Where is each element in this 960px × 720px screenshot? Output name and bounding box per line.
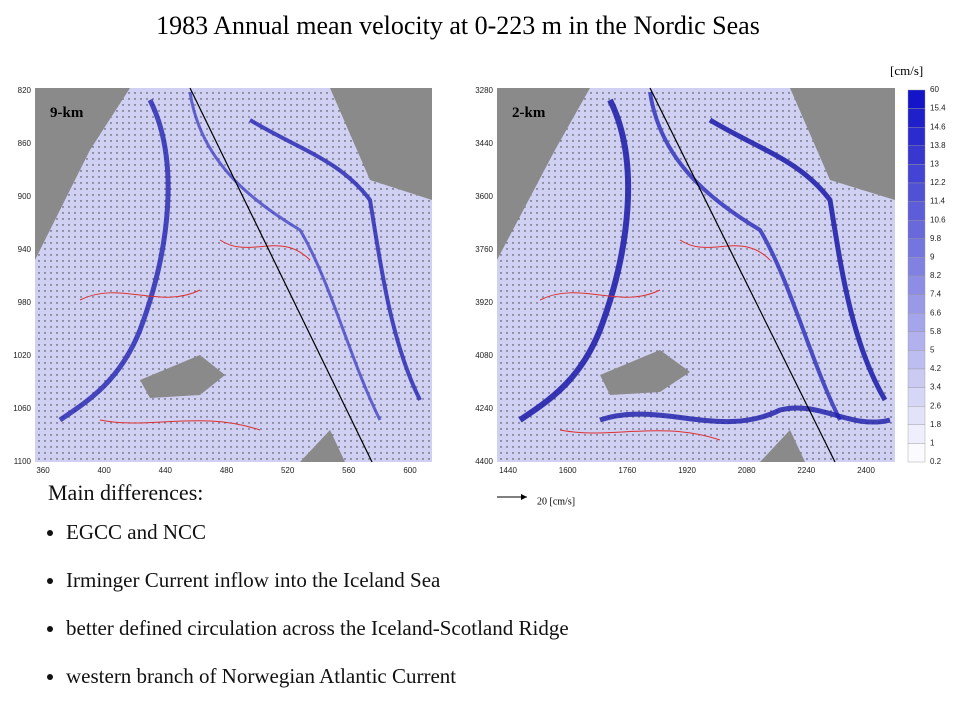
colorbar-label: 13.8	[930, 141, 946, 150]
colorbar-label: 5	[930, 346, 935, 355]
x-tick-label: 2400	[857, 466, 875, 475]
colorbar-swatch	[907, 89, 926, 109]
colorbar-label: 8.2	[930, 271, 942, 280]
colorbar-label: 5.8	[930, 327, 942, 336]
colorbar-label: 12.2	[930, 178, 946, 187]
panel-label: 9-km	[50, 105, 84, 121]
colorbar-swatch	[907, 275, 926, 295]
colorbar-swatch	[907, 424, 926, 444]
x-tick-label: 1440	[499, 466, 517, 475]
y-tick-label: 3280	[475, 86, 493, 95]
notes: Main differences: EGCC and NCC Irminger C…	[48, 480, 569, 711]
colorbar-label: 15.4	[930, 104, 946, 113]
y-tick-label: 1100	[14, 457, 32, 466]
colorbar-label: 14.6	[930, 122, 946, 131]
y-tick-label: 4080	[475, 351, 493, 360]
colorbar-swatch	[907, 406, 926, 426]
colorbar-swatch	[907, 331, 926, 351]
colorbar-label: 9.8	[930, 234, 942, 243]
x-tick-label: 520	[281, 466, 295, 475]
panel-label: 2-km	[512, 105, 546, 121]
colorbar-label: 4.2	[930, 364, 942, 373]
colorbar-label: 10.6	[930, 215, 946, 224]
colorbar-swatch	[907, 313, 926, 333]
colorbar-label: 0.2	[930, 457, 942, 466]
colorbar-label: 1.8	[930, 420, 942, 429]
title: 1983 Annual mean velocity at 0-223 m in …	[156, 11, 760, 40]
x-tick-label: 360	[36, 466, 50, 475]
y-tick-label: 980	[18, 298, 32, 307]
colorbar-label: 1	[930, 439, 935, 448]
y-tick-label: 900	[18, 192, 32, 201]
bullet-item: western branch of Norwegian Atlantic Cur…	[66, 663, 569, 689]
y-tick-label: 940	[18, 245, 32, 254]
colorbar-label: 11.4	[930, 197, 946, 206]
colorbar-swatch	[907, 108, 926, 128]
colorbar-label: 13	[930, 160, 939, 169]
reference-arrow-head	[521, 494, 527, 500]
colorbar-swatch	[907, 238, 926, 258]
colorbar-swatch	[907, 387, 926, 407]
y-tick-label: 4400	[475, 457, 493, 466]
x-tick-label: 480	[220, 466, 234, 475]
x-tick-label: 440	[159, 466, 173, 475]
y-tick-label: 3600	[475, 192, 493, 201]
bullet-item: Irminger Current inflow into the Iceland…	[66, 567, 569, 593]
y-tick-label: 3920	[475, 298, 493, 307]
x-tick-label: 2240	[797, 466, 815, 475]
x-tick-label: 400	[97, 466, 111, 475]
notes-heading: Main differences:	[48, 480, 204, 505]
colorbar-swatch	[907, 145, 926, 165]
x-tick-label: 2080	[738, 466, 756, 475]
y-tick-label: 1060	[13, 404, 31, 413]
colorbar-swatch	[907, 182, 926, 202]
colorbar-label: 2.6	[930, 401, 942, 410]
colorbar-swatch	[907, 164, 926, 184]
colorbar-swatch	[907, 201, 926, 221]
bullet-item: better defined circulation across the Ic…	[66, 615, 569, 641]
x-tick-label: 1760	[618, 466, 636, 475]
colorbar-swatch	[907, 443, 926, 463]
bullet-list: EGCC and NCC Irminger Current inflow into…	[48, 519, 569, 689]
colorbar-label: 9	[930, 253, 935, 262]
colorbar-label: 6.6	[930, 308, 942, 317]
colorbar-swatch	[907, 368, 926, 388]
x-tick-label: 1920	[678, 466, 696, 475]
x-tick-label: 600	[403, 466, 417, 475]
y-tick-label: 820	[18, 86, 32, 95]
y-tick-label: 1020	[13, 351, 31, 360]
y-tick-label: 3760	[475, 245, 493, 254]
bullet-item: EGCC and NCC	[66, 519, 569, 545]
colorbar-label: 60	[930, 85, 939, 94]
colorbar-swatch	[907, 257, 926, 277]
reference-label: 20 [cm/s]	[537, 496, 575, 507]
colorbar-swatch	[907, 126, 926, 146]
colorbar-unit: [cm/s]	[890, 63, 923, 78]
colorbar-swatch	[907, 219, 926, 239]
y-tick-label: 3440	[475, 139, 493, 148]
colorbar-swatch	[907, 294, 926, 314]
colorbar-swatch	[907, 350, 926, 370]
colorbar-label: 3.4	[930, 383, 942, 392]
y-tick-label: 860	[18, 139, 32, 148]
y-tick-label: 4240	[475, 404, 493, 413]
x-tick-label: 1600	[559, 466, 577, 475]
map-9km: 9-km	[35, 87, 432, 463]
map-2km: 2-km	[497, 87, 895, 463]
colorbar-label: 7.4	[930, 290, 942, 299]
x-tick-label: 560	[342, 466, 356, 475]
